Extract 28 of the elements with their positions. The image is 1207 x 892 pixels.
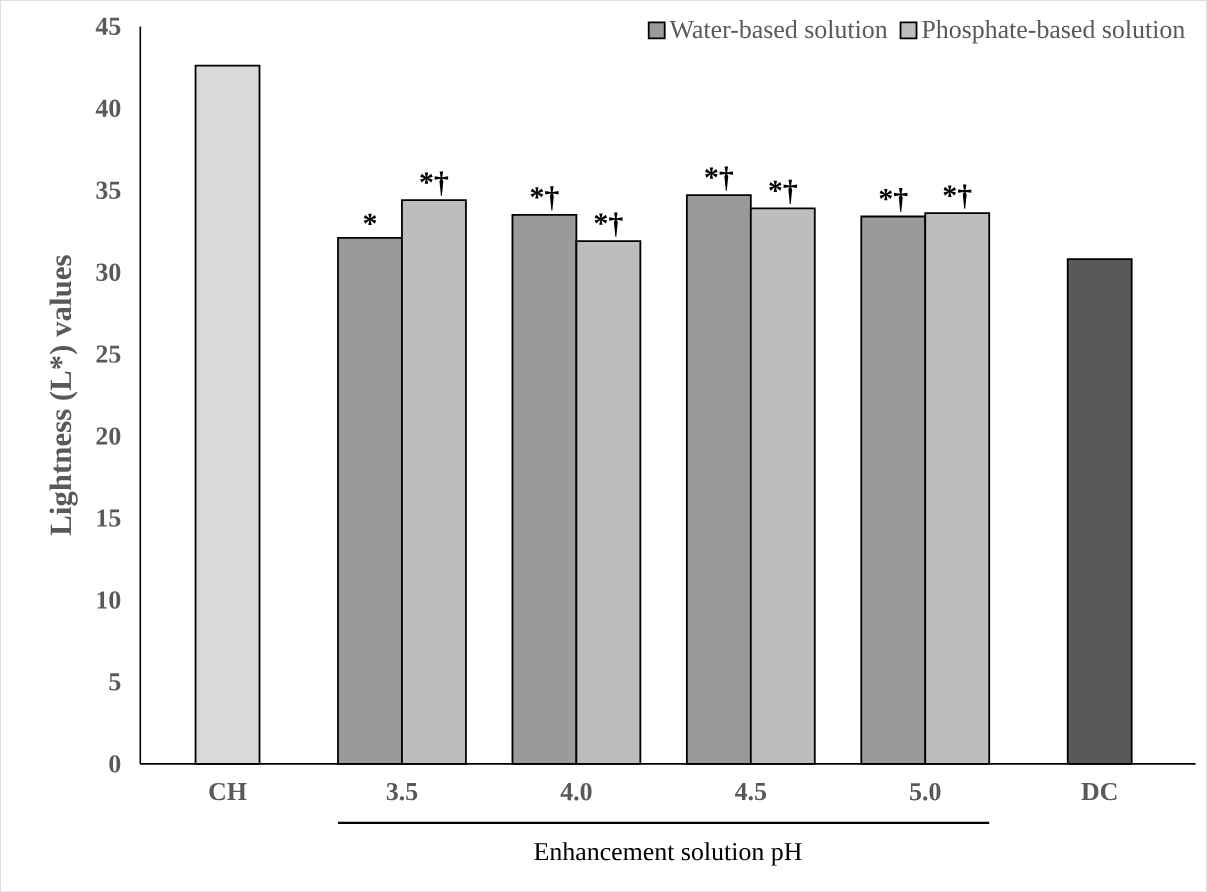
y-tick-label: 45 (95, 17, 121, 35)
y-tick-label: 35 (96, 181, 121, 199)
x-tick-label: CH (209, 782, 247, 801)
y-tick-label: 0 (109, 755, 121, 773)
x-tick-label: 4.0 (560, 782, 592, 801)
y-tick-label: 40 (95, 99, 121, 117)
y-axis-title: Lightness (L*) values (49, 255, 78, 536)
x-tick-label: 4.5 (734, 782, 767, 801)
legend-label: Phosphate-based solution (922, 19, 1185, 44)
x-axis-title: Enhancement solution pH (534, 842, 802, 866)
y-tick-label: 10 (97, 591, 121, 609)
y-tick-label: 5 (109, 673, 121, 691)
data-label: * (363, 213, 377, 225)
data-label: *† (420, 171, 449, 196)
data-label: *† (769, 179, 797, 204)
legend-label: Water-based solution (669, 19, 888, 39)
data-label: *† (879, 187, 908, 212)
data-label: *† (594, 212, 623, 237)
y-tick-label: 20 (96, 427, 121, 445)
y-tick-label: 15 (97, 509, 121, 527)
y-tick-label: 25 (96, 345, 121, 363)
data-label: *† (530, 186, 559, 211)
y-tick-label: 30 (96, 263, 121, 281)
x-tick-label: DC (1081, 782, 1117, 801)
x-tick-label: 5.0 (910, 782, 941, 801)
data-label: *† (943, 184, 972, 209)
data-label: *† (705, 166, 733, 191)
x-tick-label: 3.5 (386, 782, 418, 801)
